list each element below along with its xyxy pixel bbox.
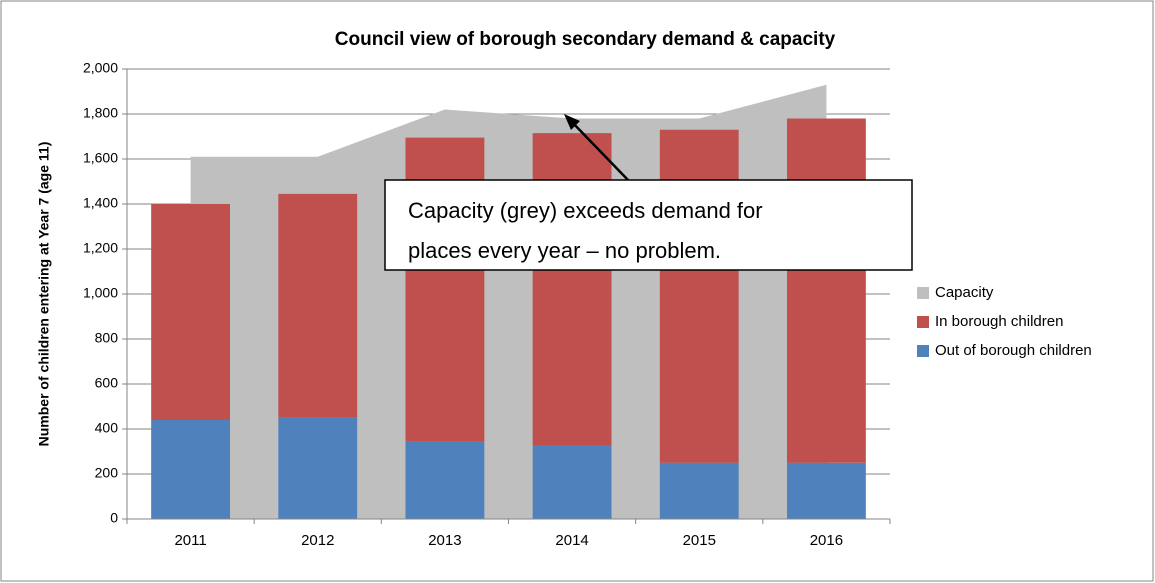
bar (532, 445, 612, 519)
x-tick-label: 2011 (174, 532, 206, 549)
y-tick-label: 1,400 (83, 195, 118, 211)
bar (151, 420, 231, 519)
x-tick-label: 2013 (428, 532, 461, 549)
bar (786, 118, 866, 463)
annotation-arrowhead (564, 114, 580, 130)
chart-title: Council view of borough secondary demand… (335, 29, 836, 50)
y-axis-label: Number of children entering at Year 7 (a… (36, 142, 52, 447)
x-tick-label: 2016 (810, 532, 843, 549)
x-tick-label: 2012 (301, 532, 334, 549)
legend-label: In borough children (935, 313, 1063, 330)
annotation-text: Capacity (grey) exceeds demand for (408, 198, 763, 223)
x-tick-label: 2014 (555, 532, 588, 549)
bar (659, 462, 739, 519)
y-tick-label: 1,000 (83, 285, 118, 301)
bar (151, 204, 231, 420)
x-tick-label: 2015 (683, 532, 716, 549)
legend-swatch (917, 316, 929, 328)
y-tick-label: 0 (110, 510, 118, 526)
y-tick-label: 1,800 (83, 105, 118, 121)
legend-swatch (917, 287, 929, 299)
y-tick-label: 2,000 (83, 60, 118, 76)
bar (278, 193, 358, 418)
y-tick-label: 400 (95, 420, 119, 436)
legend-label: Out of borough children (935, 342, 1092, 359)
y-tick-label: 800 (95, 330, 119, 346)
y-tick-label: 1,200 (83, 240, 118, 256)
bar (278, 417, 358, 519)
y-tick-label: 200 (95, 465, 119, 481)
annotation-box (384, 179, 913, 271)
legend-label: Capacity (935, 284, 994, 301)
y-tick-label: 1,600 (83, 150, 118, 166)
legend-swatch (917, 345, 929, 357)
bar (405, 441, 485, 519)
annotation-arrow (569, 119, 629, 181)
y-tick-label: 600 (95, 375, 119, 391)
bar (786, 462, 866, 519)
annotation-text: places every year – no problem. (408, 238, 721, 263)
